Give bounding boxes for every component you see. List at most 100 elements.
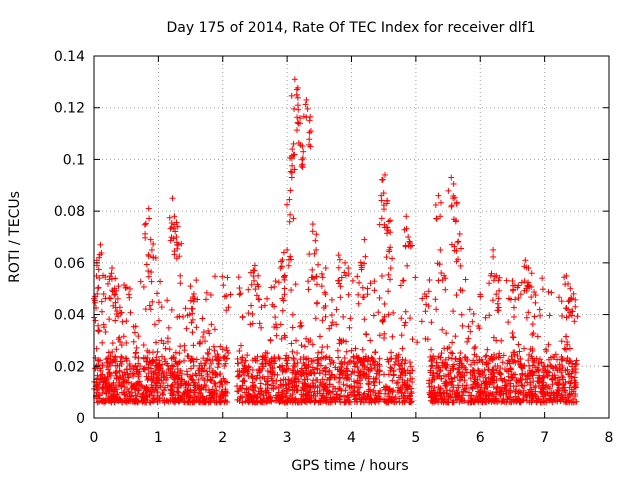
data-point bbox=[249, 366, 256, 373]
data-point bbox=[206, 346, 213, 353]
data-point bbox=[387, 265, 394, 272]
data-point bbox=[402, 308, 409, 315]
data-point bbox=[539, 286, 546, 293]
data-point bbox=[509, 329, 516, 336]
data-point bbox=[442, 286, 449, 293]
data-point bbox=[528, 270, 535, 277]
data-point bbox=[180, 313, 187, 320]
data-point bbox=[237, 342, 244, 349]
data-point bbox=[548, 289, 555, 296]
data-point bbox=[255, 272, 262, 279]
data-point bbox=[102, 328, 109, 335]
data-point bbox=[146, 215, 153, 222]
data-point bbox=[178, 240, 185, 247]
data-point bbox=[355, 300, 362, 307]
data-point bbox=[181, 357, 188, 364]
data-point bbox=[210, 343, 217, 350]
data-point bbox=[279, 307, 286, 314]
data-point bbox=[164, 297, 171, 304]
data-point bbox=[448, 349, 455, 356]
data-point bbox=[208, 321, 215, 328]
data-point bbox=[315, 261, 322, 268]
data-point bbox=[522, 257, 529, 264]
data-point bbox=[309, 266, 316, 273]
data-point bbox=[376, 294, 383, 301]
data-point bbox=[428, 319, 435, 326]
data-point bbox=[571, 318, 578, 325]
data-point bbox=[99, 339, 106, 346]
data-point bbox=[381, 300, 388, 307]
data-point bbox=[177, 272, 184, 279]
gridlines bbox=[94, 56, 609, 418]
data-point bbox=[529, 321, 536, 328]
data-point bbox=[248, 302, 255, 309]
data-point bbox=[379, 272, 386, 279]
data-point bbox=[454, 239, 461, 246]
data-point bbox=[140, 342, 147, 349]
data-point bbox=[398, 315, 405, 322]
data-point bbox=[120, 333, 127, 340]
data-point bbox=[132, 354, 139, 361]
data-point bbox=[563, 346, 570, 353]
data-point bbox=[306, 251, 313, 258]
data-point bbox=[203, 296, 210, 303]
data-point bbox=[523, 314, 530, 321]
data-point bbox=[148, 246, 155, 253]
data-point bbox=[452, 355, 459, 362]
data-point bbox=[537, 312, 544, 319]
y-tick-label: 0 bbox=[76, 411, 85, 427]
data-point bbox=[278, 258, 285, 265]
data-point bbox=[187, 365, 194, 372]
data-point bbox=[472, 343, 479, 350]
data-point bbox=[457, 350, 464, 357]
data-point bbox=[458, 311, 465, 318]
data-point bbox=[448, 174, 455, 181]
data-point bbox=[494, 300, 501, 307]
data-point bbox=[294, 359, 301, 366]
data-point bbox=[432, 296, 439, 303]
x-tick-label: 5 bbox=[411, 430, 420, 446]
data-point bbox=[314, 299, 321, 306]
data-point bbox=[574, 313, 581, 320]
data-point bbox=[510, 304, 517, 311]
data-point bbox=[534, 333, 541, 340]
data-point bbox=[98, 298, 105, 305]
data-point bbox=[428, 346, 435, 353]
x-tick-label: 4 bbox=[347, 430, 356, 446]
data-point bbox=[398, 332, 405, 339]
data-point bbox=[212, 273, 219, 280]
data-point bbox=[562, 333, 569, 340]
data-point bbox=[158, 304, 165, 311]
data-point bbox=[571, 377, 578, 384]
data-point bbox=[459, 322, 466, 329]
data-point bbox=[113, 346, 120, 353]
data-point bbox=[558, 338, 565, 345]
data-point bbox=[299, 161, 306, 168]
data-point bbox=[177, 343, 184, 350]
data-point bbox=[407, 315, 414, 322]
data-point bbox=[195, 376, 202, 383]
data-point bbox=[235, 274, 242, 281]
data-point bbox=[383, 254, 390, 261]
data-point bbox=[145, 268, 152, 275]
data-point bbox=[148, 278, 155, 285]
data-point bbox=[532, 299, 539, 306]
data-point bbox=[142, 230, 149, 237]
data-point bbox=[214, 364, 221, 371]
data-point bbox=[515, 341, 522, 348]
data-point bbox=[153, 354, 160, 361]
data-point bbox=[177, 280, 184, 287]
data-point bbox=[181, 347, 188, 354]
y-tick-label: 0.08 bbox=[54, 204, 85, 220]
data-point bbox=[432, 201, 439, 208]
data-point bbox=[127, 309, 134, 316]
data-point bbox=[418, 318, 425, 325]
data-point bbox=[193, 324, 200, 331]
data-point bbox=[315, 349, 322, 356]
data-point bbox=[132, 349, 139, 356]
data-point bbox=[401, 322, 408, 329]
data-point bbox=[294, 94, 301, 101]
data-point bbox=[345, 291, 352, 298]
data-point bbox=[357, 259, 364, 266]
